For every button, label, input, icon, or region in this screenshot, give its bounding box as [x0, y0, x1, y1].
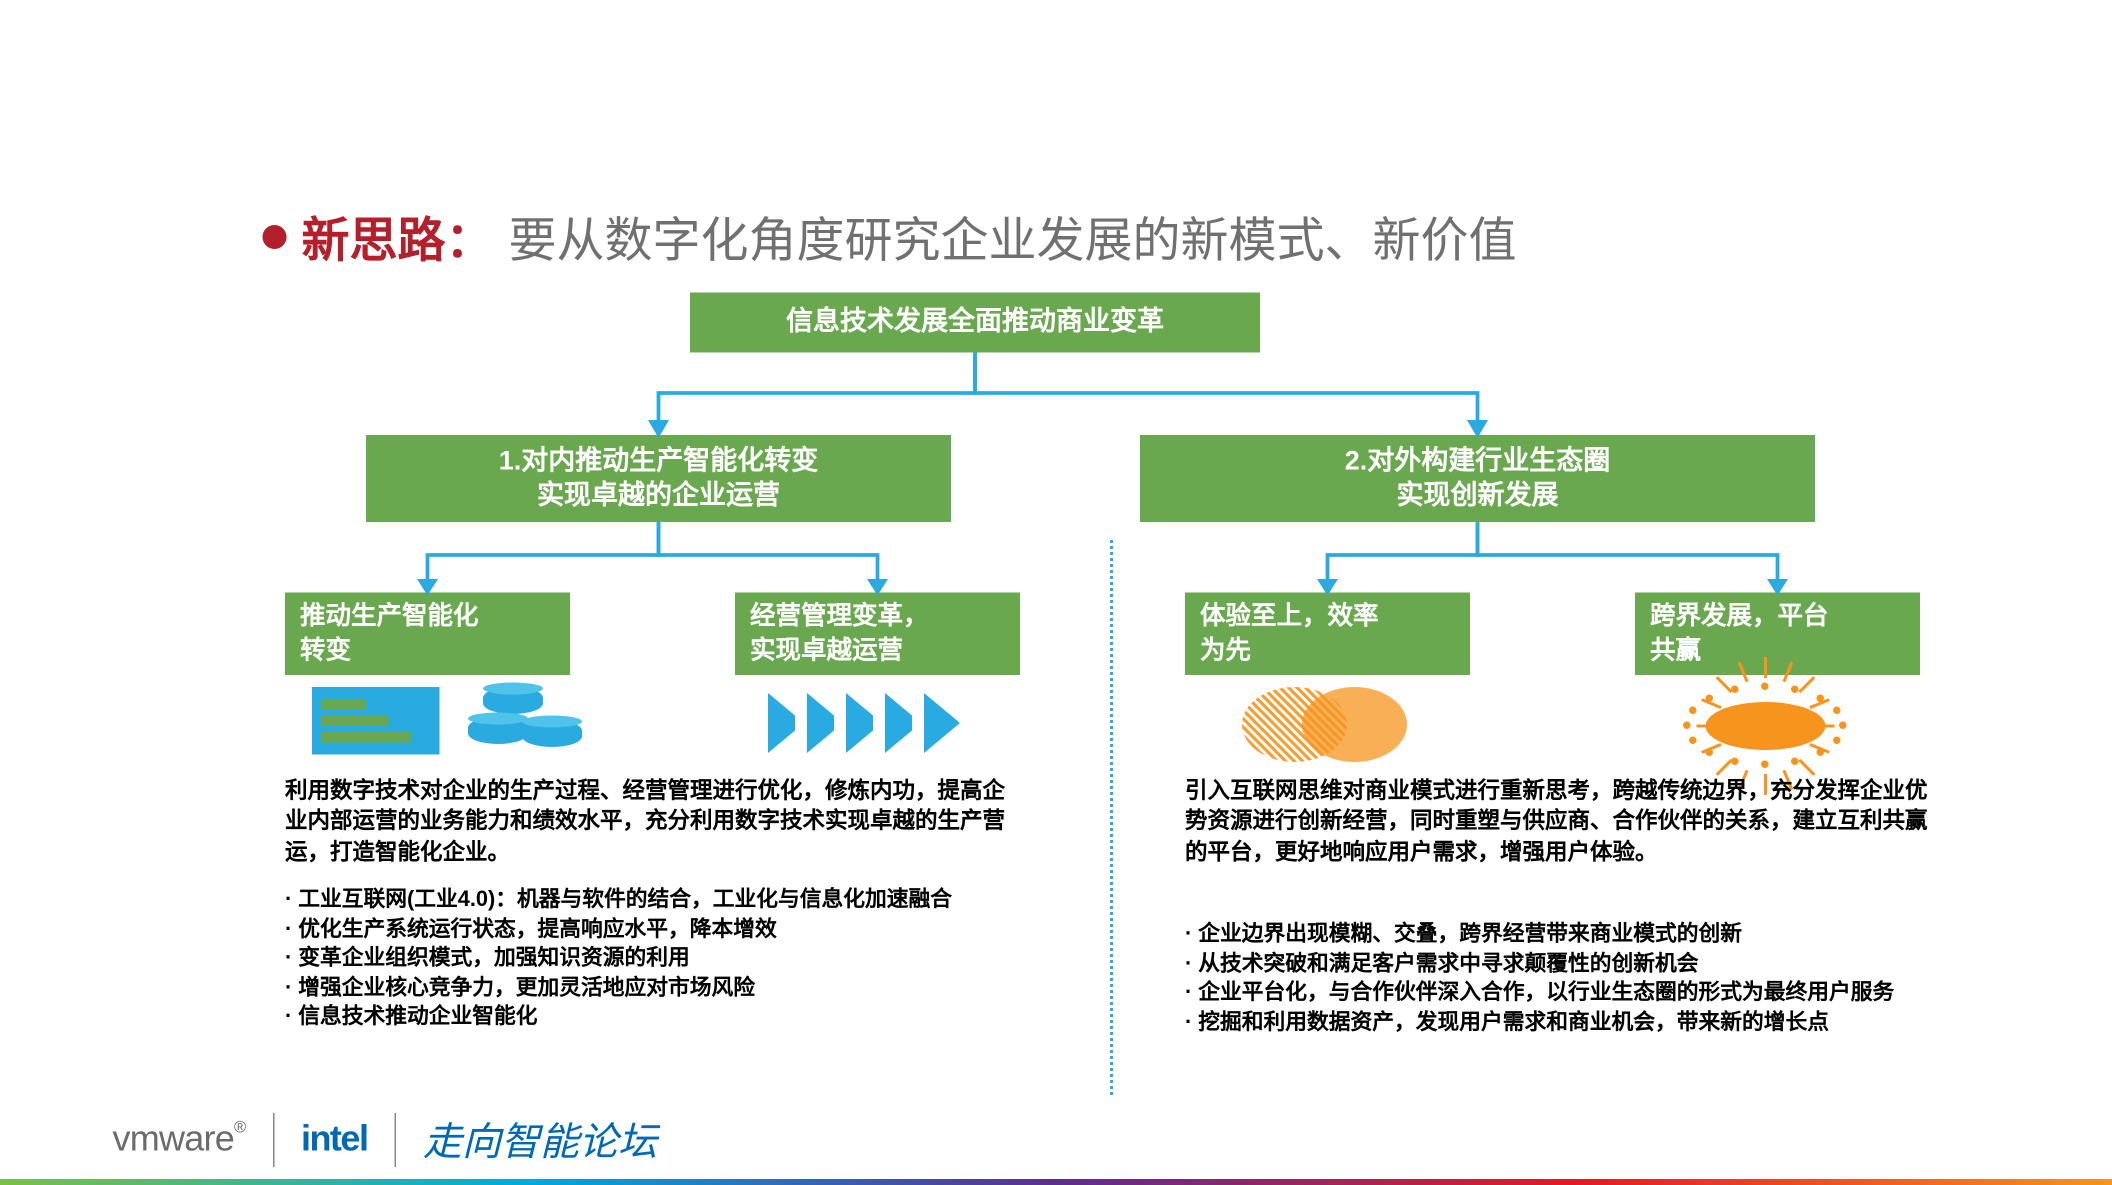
intel-logo: intel: [301, 1118, 368, 1160]
bullet-item: 信息技术推动企业智能化: [285, 1004, 1035, 1033]
box-l2b-line1: 经营管理变革，: [750, 601, 929, 634]
footer-divider-icon: [272, 1112, 274, 1166]
box-r2a-line2: 为先: [1200, 634, 1379, 667]
gradient-baseline: [0, 1179, 2112, 1185]
vmware-logo: vmware®: [113, 1118, 246, 1160]
bullet-item: 企业边界出现模糊、交叠，跨界经营带来商业模式的创新: [1185, 921, 1935, 950]
footer-divider-icon: [394, 1112, 396, 1166]
para-left: 利用数字技术对企业的生产过程、经营管理进行优化，修炼内功，提高企业内部运营的业务…: [285, 777, 1020, 868]
title-gray: 要从数字化角度研究企业发展的新模式、新价值: [509, 203, 1517, 272]
bullet-item: 变革企业组织模式，加强知识资源的利用: [285, 945, 1035, 974]
box-l2a: 推动生产智能化 转变: [285, 593, 570, 676]
steps-icon: [312, 687, 440, 755]
box-l2b: 经营管理变革， 实现卓越运营: [735, 593, 1020, 676]
bullets-left: 工业互联网(工业4.0)：机器与软件的结合，工业化与信息化加速融合优化生产系统运…: [285, 887, 1035, 1034]
box-right-1: 2.对外构建行业生态圈 实现创新发展: [1140, 435, 1815, 522]
box-l1-line1: 1.对内推动生产智能化转变: [499, 443, 819, 478]
box-r1-line2: 实现创新发展: [1345, 479, 1611, 514]
box-r2b-line1: 跨界发展，平台: [1650, 601, 1829, 634]
bullet-item: 企业平台化，与合作伙伴深入合作，以行业生态圈的形式为最终用户服务: [1185, 980, 1935, 1009]
forum-text: 走向智能论坛: [423, 1112, 657, 1168]
box-top-label: 信息技术发展全面推动商业变革: [786, 305, 1164, 340]
box-r2a-line1: 体验至上，效率: [1200, 601, 1379, 634]
box-r2b: 跨界发展，平台 共赢: [1635, 593, 1920, 676]
box-r1-line1: 2.对外构建行业生态圈: [1345, 443, 1611, 478]
box-l2b-line2: 实现卓越运营: [750, 634, 929, 667]
box-l2a-line2: 转变: [300, 634, 479, 667]
footer: vmware® intel 走向智能论坛: [113, 1112, 657, 1168]
bullet-item: 优化生产系统运行状态，提高响应水平，降本增效: [285, 916, 1035, 945]
box-l1-line2: 实现卓越的企业运营: [499, 479, 819, 514]
title-red: 新思路：: [302, 203, 494, 272]
bullets-right: 企业边界出现模糊、交叠，跨界经营带来商业模式的创新从技术突破和满足客户需求中寻求…: [1185, 921, 1935, 1038]
box-left-1: 1.对内推动生产智能化转变 实现卓越的企业运营: [366, 435, 951, 522]
bullet-item: 增强企业核心竞争力，更加灵活地应对市场风险: [285, 975, 1035, 1004]
sunburst-icon: [1683, 687, 1848, 762]
vertical-divider: [1110, 540, 1113, 1095]
box-l2a-line1: 推动生产智能化: [300, 601, 479, 634]
cylinders-icon: [468, 687, 588, 755]
venn-icon: [1242, 687, 1407, 762]
box-r2a: 体验至上，效率 为先: [1185, 593, 1470, 676]
box-top: 信息技术发展全面推动商业变革: [690, 293, 1260, 353]
title-bullet-icon: [263, 225, 287, 249]
title-row: 新思路： 要从数字化角度研究企业发展的新模式、新价值: [263, 203, 1517, 272]
bullet-item: 挖掘和利用数据资产，发现用户需求和商业机会，带来新的增长点: [1185, 1009, 1935, 1038]
chevron-icon: [924, 693, 960, 753]
chevron-arrows-icon: [768, 693, 960, 753]
para-right: 引入互联网思维对商业模式进行重新思考，跨越传统边界，充分发挥企业优势资源进行创新…: [1185, 777, 1935, 868]
vmware-text: vmware: [113, 1118, 235, 1159]
slide-container: 新思路： 要从数字化角度研究企业发展的新模式、新价值 信息技术发展全面推动商业变…: [0, 0, 2112, 1185]
bullet-item: 工业互联网(工业4.0)：机器与软件的结合，工业化与信息化加速融合: [285, 887, 1035, 916]
bullet-item: 从技术突破和满足客户需求中寻求颠覆性的创新机会: [1185, 950, 1935, 979]
